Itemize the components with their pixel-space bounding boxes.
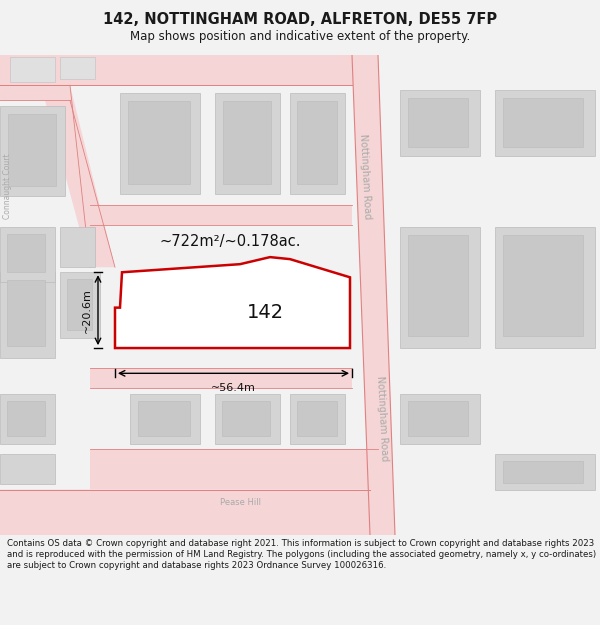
Bar [7, 281, 45, 346]
Bar [400, 394, 480, 444]
Bar [408, 99, 468, 147]
Text: 142, NOTTINGHAM ROAD, ALFRETON, DE55 7FP: 142, NOTTINGHAM ROAD, ALFRETON, DE55 7FP [103, 12, 497, 27]
Text: ~20.6m: ~20.6m [82, 288, 92, 332]
Bar [0, 227, 55, 282]
Text: Contains OS data © Crown copyright and database right 2021. This information is : Contains OS data © Crown copyright and d… [7, 539, 596, 571]
Polygon shape [90, 368, 352, 389]
Bar [290, 93, 345, 194]
Bar [120, 93, 200, 194]
Bar [60, 57, 95, 79]
Bar [503, 99, 583, 147]
Bar [7, 234, 45, 272]
Bar [0, 106, 65, 196]
Bar [297, 101, 337, 184]
Bar [223, 101, 271, 184]
Bar [60, 227, 95, 268]
Bar [222, 401, 270, 436]
Polygon shape [0, 489, 395, 535]
Bar [0, 272, 55, 358]
Bar [128, 101, 190, 184]
Bar [408, 235, 468, 336]
Bar [130, 394, 200, 444]
Bar [495, 454, 595, 489]
Bar [408, 401, 468, 436]
Polygon shape [115, 257, 350, 348]
Text: Nottingham Road: Nottingham Road [358, 133, 372, 219]
Bar [60, 272, 100, 338]
Bar [215, 394, 280, 444]
Polygon shape [90, 449, 390, 489]
Text: Pease Hill: Pease Hill [220, 498, 260, 507]
Bar [400, 91, 480, 156]
Bar [215, 93, 280, 194]
Polygon shape [0, 55, 378, 86]
Bar [290, 394, 345, 444]
Polygon shape [0, 86, 115, 268]
Bar [7, 401, 45, 436]
Bar [8, 114, 56, 186]
Text: Nottingham Road: Nottingham Road [375, 376, 389, 462]
Bar [495, 91, 595, 156]
Bar [503, 235, 583, 336]
Text: Connaught Court: Connaught Court [4, 154, 13, 219]
Bar [10, 57, 55, 82]
Text: Map shows position and indicative extent of the property.: Map shows position and indicative extent… [130, 30, 470, 43]
Polygon shape [90, 204, 352, 225]
Bar [67, 279, 92, 330]
Polygon shape [352, 55, 395, 535]
Bar [503, 461, 583, 484]
Bar [297, 401, 337, 436]
Text: 142: 142 [247, 303, 284, 322]
Bar [495, 227, 595, 348]
Text: ~722m²/~0.178ac.: ~722m²/~0.178ac. [159, 234, 301, 249]
Text: ~56.4m: ~56.4m [211, 383, 256, 393]
Bar [400, 227, 480, 348]
Bar [138, 401, 190, 436]
Bar [0, 454, 55, 484]
Bar [0, 394, 55, 444]
